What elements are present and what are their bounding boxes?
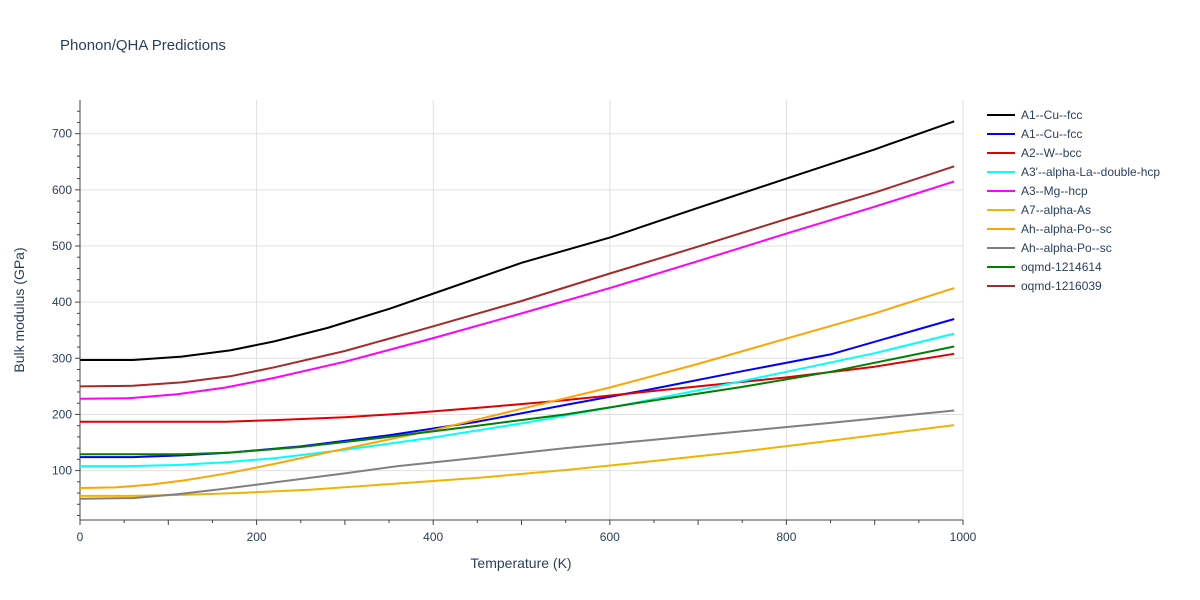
legend-label: Ah--alpha-Po--sc <box>1021 241 1112 255</box>
legend-label: Ah--alpha-Po--sc <box>1021 222 1112 236</box>
legend-label: A3--Mg--hcp <box>1021 184 1088 198</box>
y-tick-label: 400 <box>52 295 72 309</box>
x-tick-label: 200 <box>247 530 267 544</box>
legend-item[interactable]: A3'--alpha-La--double-hcp <box>987 165 1160 179</box>
legend-label: oqmd-1214614 <box>1021 260 1102 274</box>
legend-item[interactable]: A1--Cu--fcc <box>987 108 1082 122</box>
series-group <box>79 120 955 500</box>
x-tick-label: 800 <box>776 530 796 544</box>
chart-title: Phonon/QHA Predictions <box>60 37 226 54</box>
legend-item[interactable]: A2--W--bcc <box>987 146 1081 160</box>
y-tick-label: 500 <box>52 239 72 253</box>
series-line[interactable] <box>80 352 955 423</box>
legend-item[interactable]: oqmd-1214614 <box>987 260 1102 274</box>
legend-label: A7--alpha-As <box>1021 203 1091 217</box>
x-tick-label: 400 <box>423 530 443 544</box>
y-tick-label: 200 <box>52 407 72 421</box>
series-line[interactable] <box>79 180 955 400</box>
series-line[interactable] <box>80 318 955 459</box>
grid <box>80 100 964 520</box>
y-tick-label: 100 <box>52 464 72 478</box>
legend-label: A3'--alpha-La--double-hcp <box>1021 165 1160 179</box>
legend-item[interactable]: Ah--alpha-Po--sc <box>987 241 1112 255</box>
legend-item[interactable]: oqmd-1216039 <box>987 279 1102 293</box>
legend[interactable]: A1--Cu--fcc A1--Cu--fcc A2--W--bcc A3'--alp… <box>987 108 1160 293</box>
legend-item[interactable]: A3--Mg--hcp <box>987 184 1088 198</box>
series-line[interactable] <box>80 120 955 361</box>
legend-item[interactable]: A1--Cu--fcc <box>987 127 1082 141</box>
x-axis-title: Temperature (K) <box>470 555 571 571</box>
series-line[interactable] <box>79 409 955 500</box>
series-line[interactable] <box>80 424 955 497</box>
series-line[interactable] <box>79 287 955 489</box>
legend-item[interactable]: A7--alpha-As <box>987 203 1091 217</box>
x-tick-label: 0 <box>77 530 84 544</box>
y-tick-label: 300 <box>52 351 72 365</box>
legend-label: A1--Cu--fcc <box>1021 108 1082 122</box>
y-axis-title: Bulk modulus (GPa) <box>11 247 27 372</box>
x-tick-label: 1000 <box>950 530 977 544</box>
y-tick-label: 700 <box>52 127 72 141</box>
legend-item[interactable]: Ah--alpha-Po--sc <box>987 222 1112 236</box>
legend-label: oqmd-1216039 <box>1021 279 1102 293</box>
x-tick-label: 600 <box>600 530 620 544</box>
y-tick-label: 600 <box>52 183 72 197</box>
series-line[interactable] <box>79 165 955 388</box>
axes: 0 200 400 600 800 1000 100 200 300 400 500 600 700 <box>52 100 977 544</box>
legend-label: A2--W--bcc <box>1021 146 1081 160</box>
series-line[interactable] <box>80 345 955 456</box>
legend-label: A1--Cu--fcc <box>1021 127 1082 141</box>
series-line[interactable] <box>80 332 955 468</box>
